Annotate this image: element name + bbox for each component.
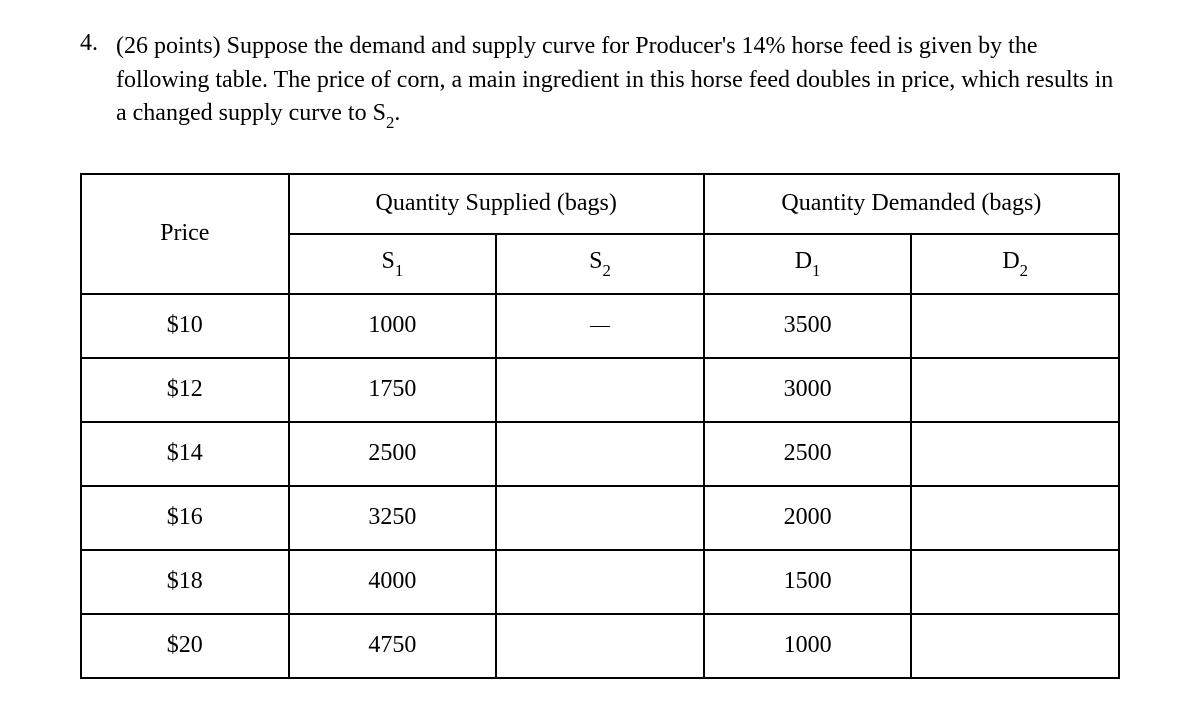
d1-cell: 2500	[704, 422, 912, 486]
s2-cell: —	[496, 294, 704, 358]
price-cell: $10	[81, 294, 289, 358]
d2-cell	[911, 550, 1119, 614]
s1-cell: 4750	[289, 614, 497, 678]
price-header: Price	[81, 174, 289, 294]
table-row: $20 4750 1000	[81, 614, 1119, 678]
d1-cell: 2000	[704, 486, 912, 550]
d2-cell	[911, 422, 1119, 486]
s2-cell	[496, 614, 704, 678]
s2-header: S2	[496, 234, 704, 294]
d2-cell	[911, 614, 1119, 678]
price-cell: $20	[81, 614, 289, 678]
s1-cell: 3250	[289, 486, 497, 550]
table-row: $14 2500 2500	[81, 422, 1119, 486]
question-points: (26 points)	[116, 33, 227, 59]
question-block: 4. (26 points) Suppose the demand and su…	[80, 30, 1120, 133]
d1-cell: 3500	[704, 294, 912, 358]
d2-header: D2	[911, 234, 1119, 294]
question-end: .	[394, 100, 400, 126]
table-row: $12 1750 3000	[81, 358, 1119, 422]
price-cell: $18	[81, 550, 289, 614]
question-number: 4.	[80, 30, 98, 57]
header-row-1: Price Quantity Supplied (bags) Quantity …	[81, 174, 1119, 234]
d1-cell: 3000	[704, 358, 912, 422]
question-body: Suppose the demand and supply curve for …	[116, 33, 1113, 126]
d1-cell: 1500	[704, 550, 912, 614]
d1-header: D1	[704, 234, 912, 294]
table-row: $18 4000 1500	[81, 550, 1119, 614]
s2-cell	[496, 422, 704, 486]
table-row: $10 1000 — 3500	[81, 294, 1119, 358]
table-row: $16 3250 2000	[81, 486, 1119, 550]
price-cell: $12	[81, 358, 289, 422]
s1-cell: 4000	[289, 550, 497, 614]
s1-cell: 1000	[289, 294, 497, 358]
s2-cell	[496, 550, 704, 614]
qty-demanded-header: Quantity Demanded (bags)	[704, 174, 1119, 234]
price-cell: $16	[81, 486, 289, 550]
s1-cell: 2500	[289, 422, 497, 486]
s1-cell: 1750	[289, 358, 497, 422]
s2-cell	[496, 486, 704, 550]
supply-demand-table: Price Quantity Supplied (bags) Quantity …	[80, 173, 1120, 679]
question-sub: 2	[386, 113, 394, 132]
s1-header: S1	[289, 234, 497, 294]
d2-cell	[911, 294, 1119, 358]
d1-cell: 1000	[704, 614, 912, 678]
question-text: (26 points) Suppose the demand and suppl…	[116, 30, 1120, 133]
qty-supplied-header: Quantity Supplied (bags)	[289, 174, 704, 234]
d2-cell	[911, 358, 1119, 422]
price-cell: $14	[81, 422, 289, 486]
d2-cell	[911, 486, 1119, 550]
s2-cell	[496, 358, 704, 422]
